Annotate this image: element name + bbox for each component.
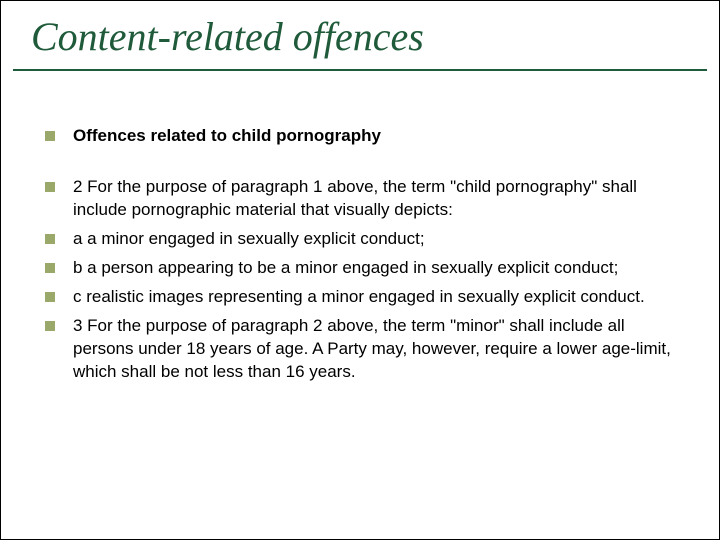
square-bullet-icon xyxy=(45,131,55,141)
list-item: 3 For the purpose of paragraph 2 above, … xyxy=(45,315,683,384)
slide-title: Content-related offences xyxy=(31,15,424,59)
bullet-text: a a minor engaged in sexually explicit c… xyxy=(73,228,683,251)
body-content: Offences related to child pornography 2 … xyxy=(45,125,683,389)
list-item: a a minor engaged in sexually explicit c… xyxy=(45,228,683,251)
title-underline xyxy=(13,69,707,71)
bullet-text: 2 For the purpose of paragraph 1 above, … xyxy=(73,176,683,222)
bullet-text: 3 For the purpose of paragraph 2 above, … xyxy=(73,315,683,384)
square-bullet-icon xyxy=(45,321,55,331)
list-item: b a person appearing to be a minor engag… xyxy=(45,257,683,280)
list-item: 2 For the purpose of paragraph 1 above, … xyxy=(45,176,683,222)
list-item: Offences related to child pornography xyxy=(45,125,683,148)
bullet-text: Offences related to child pornography xyxy=(73,125,683,148)
square-bullet-icon xyxy=(45,182,55,192)
square-bullet-icon xyxy=(45,263,55,273)
square-bullet-icon xyxy=(45,234,55,244)
bullet-text: b a person appearing to be a minor engag… xyxy=(73,257,683,280)
square-bullet-icon xyxy=(45,292,55,302)
bullet-text: c realistic images representing a minor … xyxy=(73,286,683,309)
slide: Content-related offences Offences relate… xyxy=(0,0,720,540)
list-item: c realistic images representing a minor … xyxy=(45,286,683,309)
